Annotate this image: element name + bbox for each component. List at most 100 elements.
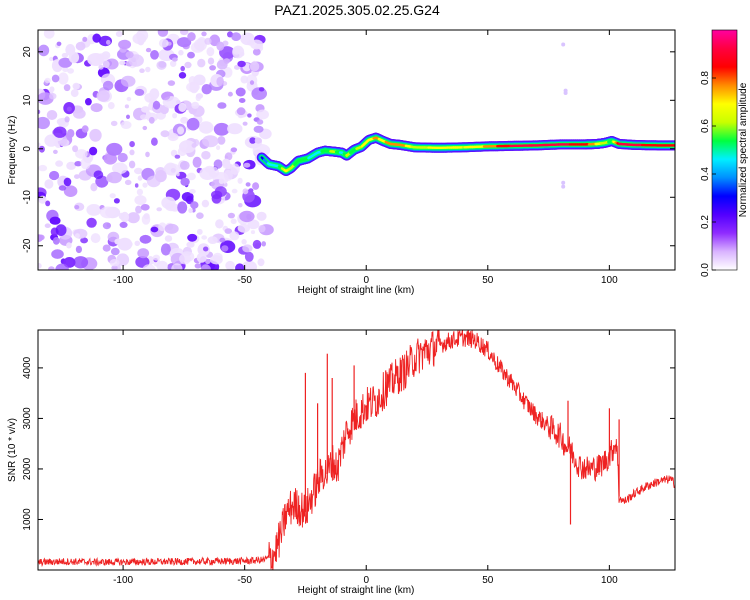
- noise-blob: [141, 106, 150, 113]
- noise-blob: [90, 183, 98, 192]
- noise-blob: [237, 60, 246, 68]
- colorbar-tick-label: 0.2: [700, 215, 711, 229]
- snr-xlabel: Height of straight line (km): [298, 585, 415, 596]
- noise-blob: [134, 167, 143, 175]
- noise-blob: [106, 39, 111, 45]
- noise-blob: [156, 260, 168, 270]
- noise-blob: [245, 182, 251, 187]
- noise-blob: [117, 237, 133, 251]
- noise-blob: [163, 163, 181, 176]
- snr-ylabel: SNR (10 * v/v): [7, 418, 18, 482]
- noise-blob: [207, 236, 218, 245]
- y-tick-label: 3000: [22, 407, 33, 430]
- y-tick-label: 20: [22, 46, 33, 58]
- noise-blob: [186, 117, 200, 131]
- noise-blob: [180, 30, 189, 36]
- noise-blob: [124, 179, 132, 186]
- colorbar-label: Normalized spectral amplitude: [738, 82, 749, 217]
- noise-blob: [180, 65, 185, 72]
- x-tick-label: 50: [482, 275, 494, 286]
- noise-blob: [238, 203, 243, 208]
- noise-blob: [44, 77, 51, 84]
- x-tick-label: 100: [601, 275, 618, 286]
- x-tick-label: -50: [237, 275, 252, 286]
- noise-blob: [102, 60, 110, 68]
- noise-blob: [81, 125, 89, 133]
- snr-axis-ticks: -100 -50 0 50 100 1000 2000 3000 4000: [22, 330, 675, 586]
- noise-blob: [127, 212, 140, 224]
- noise-blob: [74, 205, 80, 210]
- noise-blob: [256, 119, 264, 125]
- noise-blob: [89, 128, 102, 142]
- noise-blob: [247, 113, 252, 118]
- noise-blob: [120, 121, 132, 129]
- noise-blob: [38, 164, 48, 172]
- noise-blob: [167, 80, 176, 86]
- noise-blob: [63, 185, 78, 197]
- noise-blob: [224, 152, 233, 161]
- noise-blob: [45, 200, 51, 207]
- spectrogram-ylabel: Frequency (Hz): [7, 116, 18, 185]
- noise-blob: [200, 264, 211, 270]
- noise-blob: [38, 142, 41, 148]
- x-tick-label: 50: [482, 575, 494, 586]
- noise-blob: [49, 93, 57, 100]
- noise-blob: [56, 41, 62, 46]
- noise-blob: [242, 121, 248, 126]
- noise-blob: [145, 47, 152, 53]
- noise-blob: [178, 102, 187, 112]
- noise-blob: [89, 146, 98, 156]
- noise-blob: [186, 241, 195, 248]
- noise-blob: [232, 47, 241, 55]
- noise-blob: [230, 163, 240, 175]
- noise-blob: [225, 260, 235, 270]
- noise-blob: [143, 213, 150, 220]
- noise-blob: [44, 179, 54, 189]
- ridge-layer-3: [260, 136, 675, 173]
- colorbar-tick-label: 0.6: [700, 119, 711, 133]
- signal-ridge: [256, 132, 675, 176]
- noise-blob: [152, 254, 160, 261]
- noise-blob: [139, 68, 145, 73]
- noise-blob: [38, 116, 50, 130]
- noise-blob: [179, 253, 191, 265]
- noise-blob: [201, 235, 208, 240]
- noise-blob: [172, 57, 178, 62]
- noise-blob: [49, 216, 61, 225]
- noise-blob: [85, 98, 92, 106]
- noise-blob: [230, 218, 237, 225]
- noise-blob: [134, 195, 147, 206]
- noise-blob: [86, 217, 97, 228]
- noise-blob: [252, 239, 262, 249]
- noise-blob: [229, 231, 240, 241]
- noise-blob: [213, 122, 230, 136]
- noise-blob: [112, 162, 128, 175]
- noise-blob: [236, 107, 246, 116]
- y-tick-label: 1000: [22, 508, 33, 531]
- y-tick-label: 2000: [22, 457, 33, 480]
- noise-blob: [111, 265, 118, 270]
- noise-blob: [187, 233, 198, 242]
- noise-blob: [172, 113, 178, 119]
- noise-blob: [58, 57, 73, 68]
- noise-blob: [214, 186, 227, 198]
- noise-blob: [103, 153, 118, 165]
- noise-blob: [136, 30, 149, 42]
- noise-blob: [216, 59, 228, 70]
- noise-blob: [151, 137, 158, 146]
- noise-blob: [249, 61, 260, 72]
- y-tick-label: -10: [22, 190, 33, 205]
- noise-blob: [145, 151, 150, 158]
- noise-blob: [247, 219, 260, 230]
- noise-blob: [240, 75, 249, 84]
- noise-blob: [179, 160, 190, 170]
- noise-blob: [180, 116, 189, 124]
- noise-blob: [188, 208, 193, 214]
- spectrogram-xlabel: Height of straight line (km): [298, 285, 415, 296]
- noise-blob: [66, 106, 72, 112]
- noise-blob: [106, 142, 123, 156]
- noise-blob: [125, 51, 134, 59]
- noise-blob: [115, 31, 123, 37]
- noise-blob: [164, 223, 179, 234]
